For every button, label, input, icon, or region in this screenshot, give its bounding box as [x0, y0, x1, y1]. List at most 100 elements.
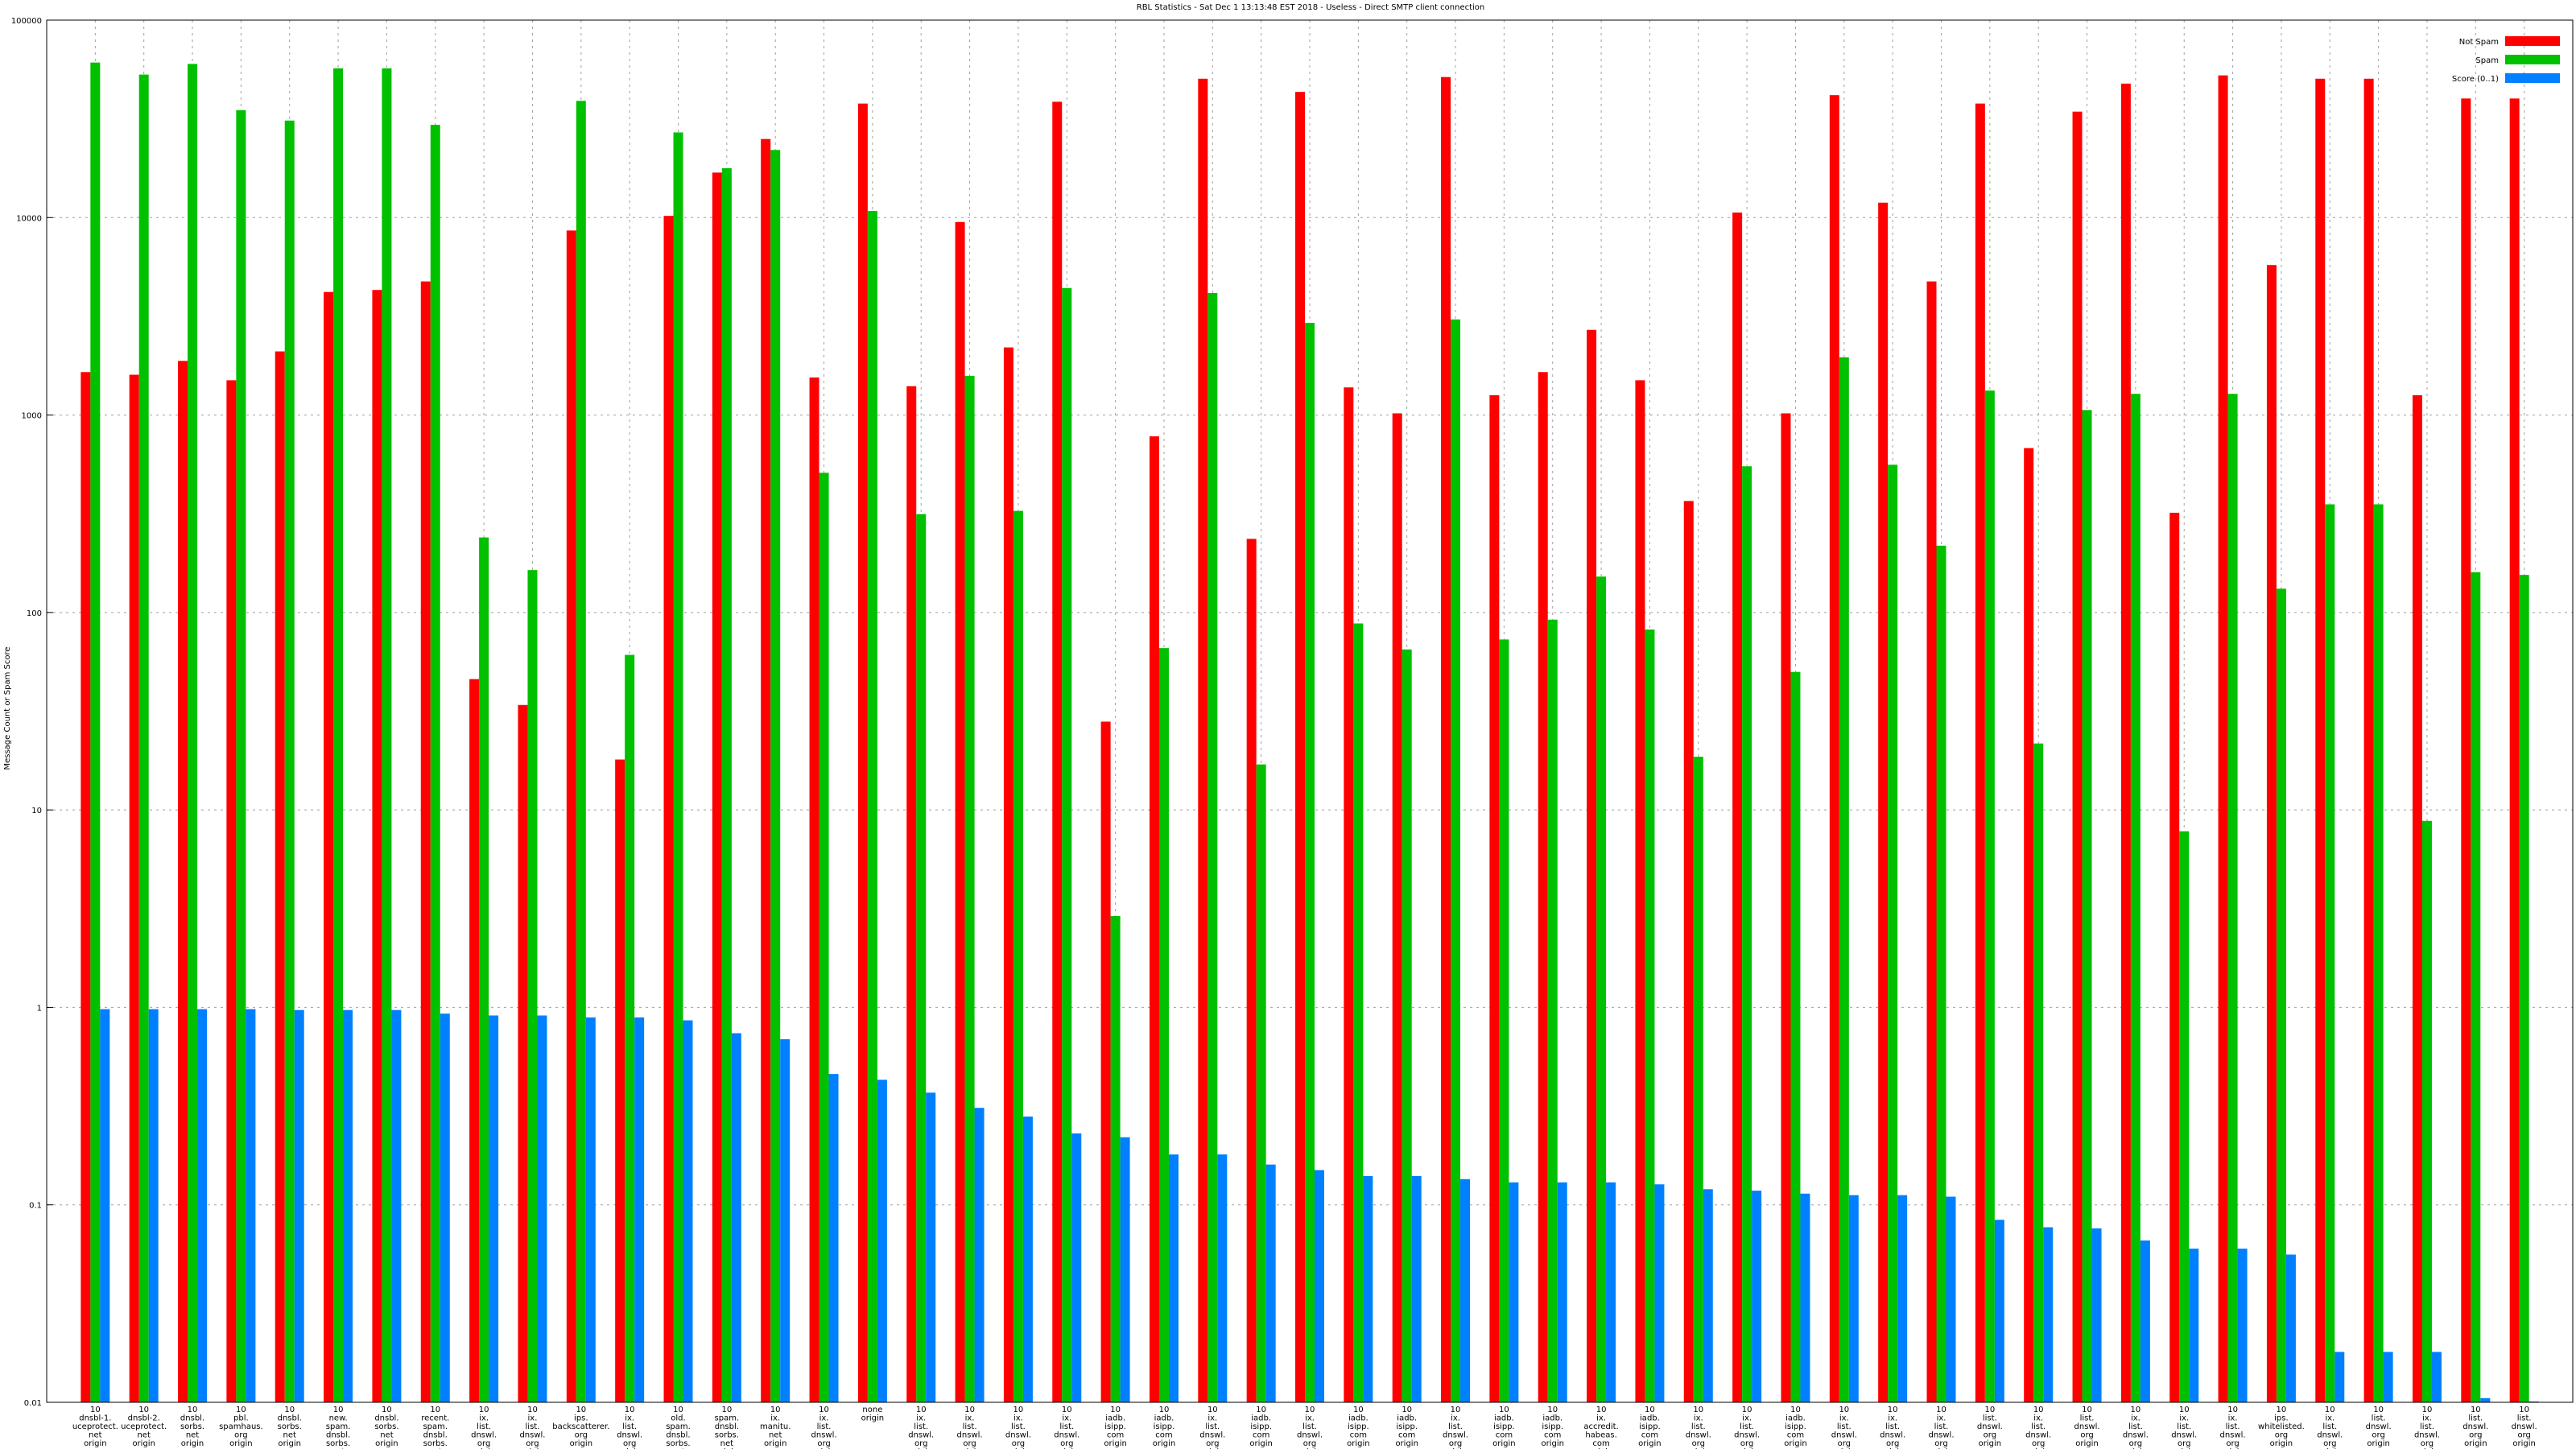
- y-tick-label: 100000: [11, 17, 42, 26]
- x-tick-label: net: [429, 1448, 442, 1449]
- bar: [1936, 545, 1946, 1402]
- x-tick-label: com: [1496, 1431, 1513, 1440]
- x-tick-label: origin: [1055, 1448, 1078, 1449]
- bar: [1547, 619, 1558, 1402]
- x-tick-label: spam.: [666, 1422, 691, 1431]
- bar: [906, 386, 917, 1403]
- legend-label: Spam: [2475, 56, 2499, 65]
- x-tick-label: origin: [1736, 1448, 1758, 1449]
- x-tick-label: ix.: [2422, 1414, 2432, 1423]
- x-tick-label: sorbs.: [278, 1422, 302, 1431]
- x-tick-label: spam.: [715, 1414, 740, 1423]
- x-tick-label: 10: [1110, 1406, 1121, 1414]
- bar: [1645, 629, 1655, 1402]
- bar: [420, 281, 431, 1403]
- x-tick-label: dnswl.: [957, 1431, 983, 1440]
- y-tick-label: 1: [37, 1004, 42, 1013]
- bar: [761, 138, 771, 1402]
- bar: [469, 679, 480, 1402]
- x-tick-label: org: [575, 1431, 588, 1440]
- x-tick-label: dnswl.: [1880, 1431, 1905, 1440]
- bar: [673, 132, 683, 1402]
- x-tick-label: net: [332, 1448, 345, 1449]
- bar: [955, 221, 965, 1403]
- bar: [2130, 394, 2140, 1402]
- x-tick-label: dnswl.: [1443, 1431, 1468, 1440]
- x-tick-label: ix.: [1937, 1414, 1946, 1423]
- x-tick-label: ix.: [770, 1414, 780, 1423]
- x-tick-label: dnswl.: [2074, 1422, 2100, 1431]
- bar: [1654, 1184, 1665, 1402]
- x-tick-label: iadb.: [1154, 1414, 1174, 1423]
- bar: [479, 537, 489, 1403]
- x-tick-label: com: [1155, 1431, 1172, 1440]
- x-tick-label: origin: [1153, 1439, 1175, 1448]
- bar: [721, 167, 732, 1402]
- x-tick-label: origin: [2367, 1439, 2389, 1448]
- bar: [1994, 1220, 2004, 1402]
- bar: [712, 172, 722, 1402]
- x-tick-label: org: [1060, 1439, 1073, 1448]
- x-tick-label: origin: [910, 1448, 932, 1449]
- x-tick-label: ix.: [2033, 1414, 2043, 1423]
- x-tick-label: ix.: [1062, 1414, 1071, 1423]
- bar: [1071, 1133, 1082, 1402]
- x-tick-label: com: [1592, 1439, 1609, 1448]
- y-axis-label: Message Count or Spam Score: [3, 646, 12, 770]
- bar: [1848, 1195, 1859, 1402]
- x-tick-label: list.: [1059, 1422, 1074, 1431]
- x-tick-label: origin: [1104, 1439, 1126, 1448]
- x-tick-label: 10: [1547, 1406, 1558, 1414]
- x-tick-label: ips.: [574, 1414, 588, 1423]
- bar: [226, 380, 237, 1402]
- x-tick-label: list.: [914, 1422, 928, 1431]
- bar: [391, 1009, 402, 1402]
- x-tick-label: dnsbl.: [423, 1431, 448, 1440]
- bar: [1168, 1154, 1179, 1402]
- x-tick-label: dnswl.: [1831, 1431, 1857, 1440]
- x-tick-label: 10: [673, 1406, 683, 1414]
- x-tick-label: dnswl.: [2123, 1431, 2149, 1440]
- bar: [324, 291, 334, 1403]
- bar: [1897, 1195, 1908, 1402]
- x-tick-label: origin: [764, 1439, 786, 1448]
- x-tick-label: origin: [2075, 1439, 2098, 1448]
- bar: [1635, 380, 1645, 1402]
- x-tick-label: 10: [284, 1406, 295, 1414]
- x-tick-label: 10: [1062, 1406, 1072, 1414]
- x-tick-label: com: [1398, 1431, 1415, 1440]
- bar: [1451, 319, 1461, 1403]
- x-tick-label: origin: [2270, 1439, 2293, 1448]
- x-tick-label: iadb.: [1640, 1414, 1660, 1423]
- bar: [489, 1015, 499, 1402]
- x-tick-label: dnsbl.: [715, 1422, 739, 1431]
- x-tick-label: origin: [1930, 1448, 1952, 1449]
- x-tick-label: origin: [2416, 1448, 2438, 1449]
- x-tick-label: origin: [716, 1448, 738, 1449]
- x-tick-label: accredit.: [1583, 1422, 1618, 1431]
- bar: [1460, 1179, 1471, 1402]
- bar: [1703, 1189, 1713, 1402]
- x-tick-label: list.: [2468, 1414, 2483, 1423]
- bar: [877, 1080, 887, 1402]
- bar: [1217, 1154, 1228, 1402]
- x-tick-label: 10: [2373, 1406, 2384, 1414]
- x-tick-label: none: [862, 1406, 882, 1414]
- x-tick-label: iadb.: [1251, 1414, 1271, 1423]
- x-tick-label: isipp.: [1250, 1422, 1272, 1431]
- x-tick-label: pbl.: [233, 1414, 249, 1423]
- x-tick-label: 10: [1159, 1406, 1170, 1414]
- x-tick-label: dnswl.: [2317, 1431, 2343, 1440]
- bar: [2325, 504, 2335, 1402]
- plot-border: [46, 19, 2574, 1403]
- bar: [1353, 623, 1364, 1402]
- bar: [197, 1009, 208, 1402]
- bar: [1489, 394, 1500, 1403]
- x-tick-label: uceprotect.: [121, 1422, 167, 1431]
- bar: [2471, 572, 2481, 1402]
- x-tick-label: 10: [2227, 1406, 2238, 1414]
- x-tick-label: 10: [430, 1406, 440, 1414]
- bar: [770, 150, 781, 1403]
- x-tick-label: dnswl.: [519, 1431, 545, 1440]
